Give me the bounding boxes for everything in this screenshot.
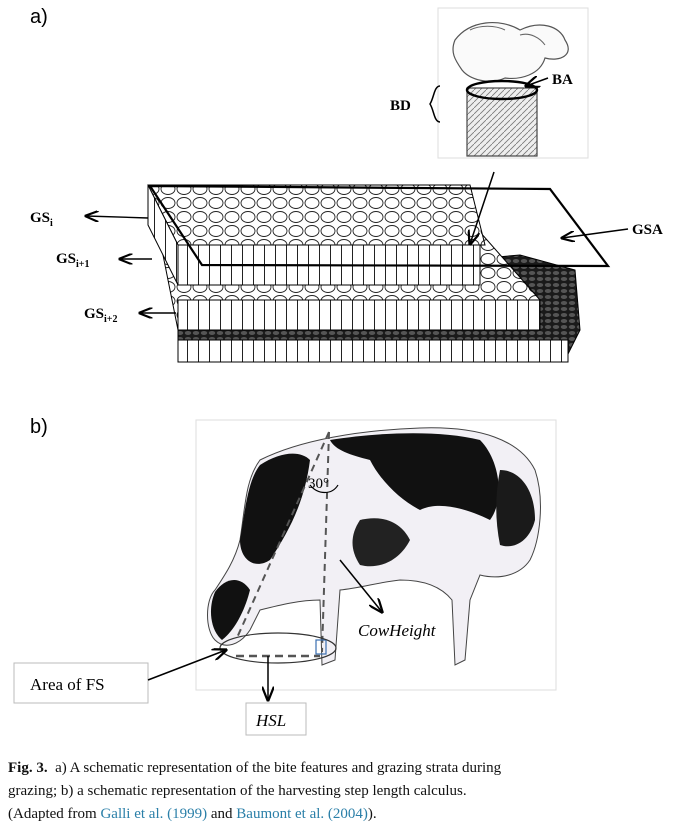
gs-i1-label: GSi+1 (56, 251, 90, 270)
panel-b-label: b) (30, 416, 48, 438)
bd-brace (429, 85, 441, 123)
figure-number: Fig. 3. (8, 760, 48, 776)
stratum-i (147, 184, 486, 246)
panel-a-label: a) (30, 6, 48, 28)
angle-label: 30° (308, 476, 329, 492)
citation-galli[interactable]: Galli et al. (1999) (100, 806, 208, 822)
citation-baumont[interactable]: Baumont et al. (2004) (236, 806, 368, 822)
gs-i-label: GSi (30, 210, 53, 229)
area-fs-label: Area of FS (30, 675, 105, 694)
ba-label: BA (552, 72, 573, 88)
bite-area-ellipse (465, 79, 539, 101)
bd-label: BD (390, 98, 411, 114)
grazing-strata (147, 171, 611, 363)
gsa-label: GSA (632, 222, 663, 238)
cow-diagonal-guide (235, 431, 330, 641)
cow-height-label: CowHeight (358, 621, 437, 640)
gs-i2-label: GSi+2 (84, 306, 118, 325)
caption-line-3-mid: and (207, 806, 237, 822)
caption-line-3-start: (Adapted from (8, 806, 101, 822)
fs-area-ellipse (219, 632, 337, 664)
figure-canvas: BA BD GSi GSi+1 GSi+2 GSA (13, 7, 663, 736)
cow-photo (195, 419, 557, 691)
gsa-plane (147, 184, 611, 268)
caption-line-2: grazing; b) a schematic representation o… (8, 783, 467, 799)
cow-height-guide (321, 431, 330, 653)
figure-caption: Fig. 3. a) A schematic representation of… (8, 757, 680, 826)
area-fs-box (13, 662, 149, 704)
caption-line-1: a) A schematic representation of the bit… (47, 760, 502, 776)
caption-line-3-end: ). (367, 806, 377, 822)
cow-head-sketch (452, 22, 569, 82)
angle-arc (309, 484, 339, 494)
hsl-box (245, 702, 307, 736)
bite-inset (429, 7, 589, 159)
hsl-label: HSL (255, 711, 286, 730)
